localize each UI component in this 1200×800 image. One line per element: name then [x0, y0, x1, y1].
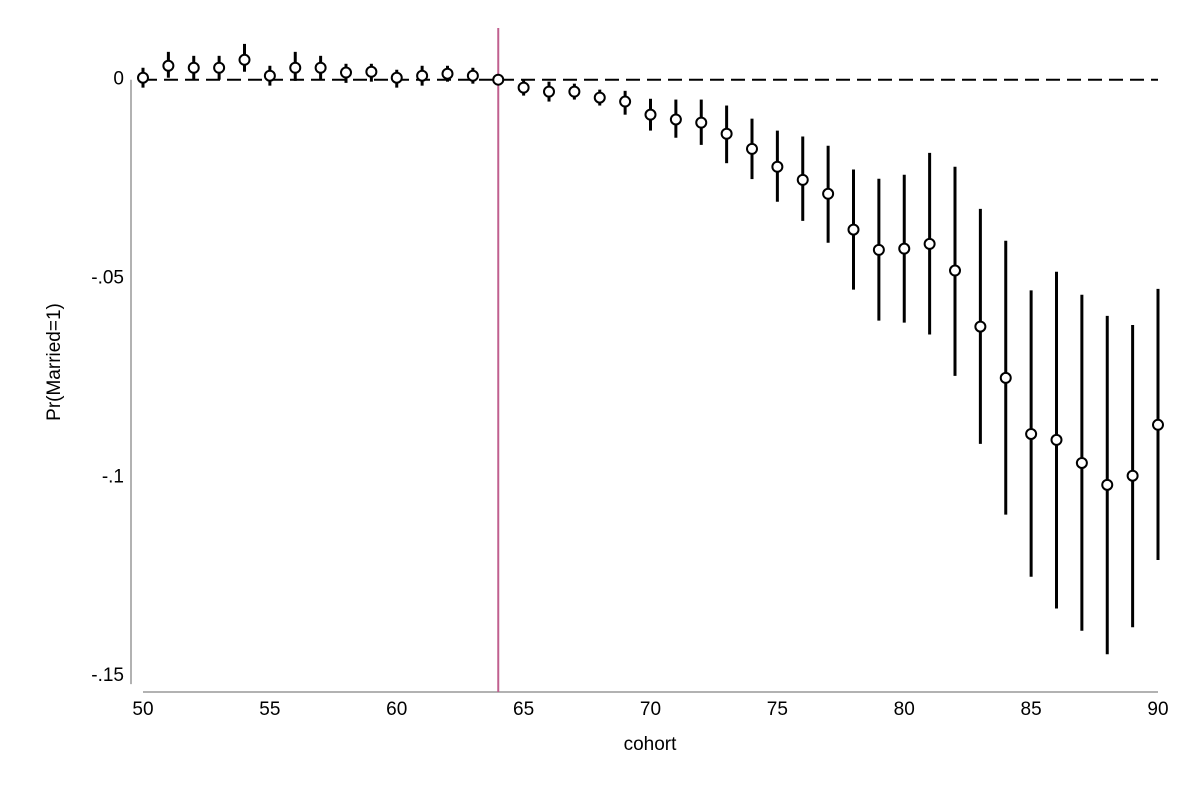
point	[1152, 418, 1164, 431]
point	[365, 65, 378, 78]
point	[213, 61, 226, 74]
point	[289, 61, 302, 74]
y-axis-label: Pr(Married=1)	[44, 303, 65, 421]
point	[1025, 427, 1038, 440]
point	[1126, 469, 1139, 482]
x-tick-label: 70	[640, 699, 661, 720]
point	[999, 371, 1012, 384]
x-tick-label: 55	[259, 699, 280, 720]
y-tick-label: 0	[113, 69, 124, 90]
y-tick-label: -.05	[91, 268, 124, 289]
point	[872, 243, 885, 256]
point	[974, 320, 987, 333]
point	[263, 69, 276, 82]
point	[543, 85, 555, 98]
point	[695, 116, 708, 129]
point	[669, 113, 682, 126]
x-tick-label: 80	[894, 699, 915, 720]
point	[619, 95, 632, 108]
point	[187, 61, 200, 74]
point	[1075, 456, 1088, 469]
point	[340, 66, 352, 79]
point	[949, 264, 961, 277]
x-tick-label: 90	[1147, 699, 1168, 720]
point	[390, 71, 403, 84]
point	[796, 173, 809, 186]
point	[593, 91, 606, 104]
x-tick-label: 65	[513, 699, 534, 720]
point	[416, 69, 429, 82]
x-axis-label: cohort	[624, 734, 678, 755]
point	[517, 81, 530, 94]
point	[441, 67, 454, 80]
point	[1101, 478, 1114, 491]
point	[238, 53, 251, 66]
point	[720, 127, 733, 140]
point	[568, 85, 581, 98]
x-tick-label: 85	[1021, 699, 1042, 720]
point	[898, 242, 911, 255]
x-tick-label: 50	[132, 699, 153, 720]
point	[847, 223, 860, 236]
point	[314, 61, 327, 74]
point	[822, 187, 835, 200]
point	[466, 69, 479, 82]
point	[644, 108, 657, 121]
point	[771, 160, 784, 173]
point	[746, 142, 758, 155]
point	[162, 59, 175, 72]
point	[1050, 433, 1063, 446]
x-tick-label: 75	[767, 699, 788, 720]
y-tick-label: -.1	[102, 466, 124, 487]
x-tick-label: 60	[386, 699, 407, 720]
point	[923, 237, 936, 250]
point	[137, 71, 149, 84]
y-tick-label: -.15	[91, 665, 124, 686]
point	[492, 73, 505, 86]
